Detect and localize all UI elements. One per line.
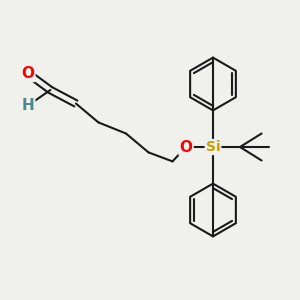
Text: O: O bbox=[21, 66, 34, 81]
Text: Si: Si bbox=[206, 140, 220, 154]
Text: H: H bbox=[22, 98, 34, 113]
Text: O: O bbox=[179, 140, 193, 154]
